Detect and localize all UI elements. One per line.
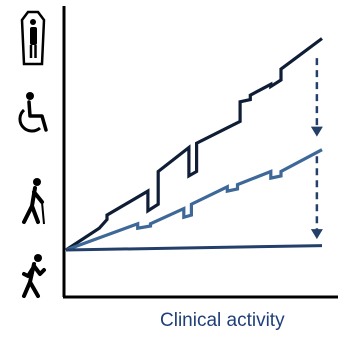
x-axis-label: Clinical activity (160, 310, 343, 338)
series-line-dark (66, 39, 322, 251)
wheelchair-icon (20, 92, 46, 131)
walking-cane-icon (24, 178, 44, 224)
walking-person-icon (24, 254, 44, 296)
series-line-medium (66, 150, 322, 250)
arrowhead-2 (311, 229, 323, 239)
coffin-person-icon (22, 12, 44, 64)
arrowhead-1 (311, 127, 323, 137)
series-line-flat (66, 246, 322, 250)
